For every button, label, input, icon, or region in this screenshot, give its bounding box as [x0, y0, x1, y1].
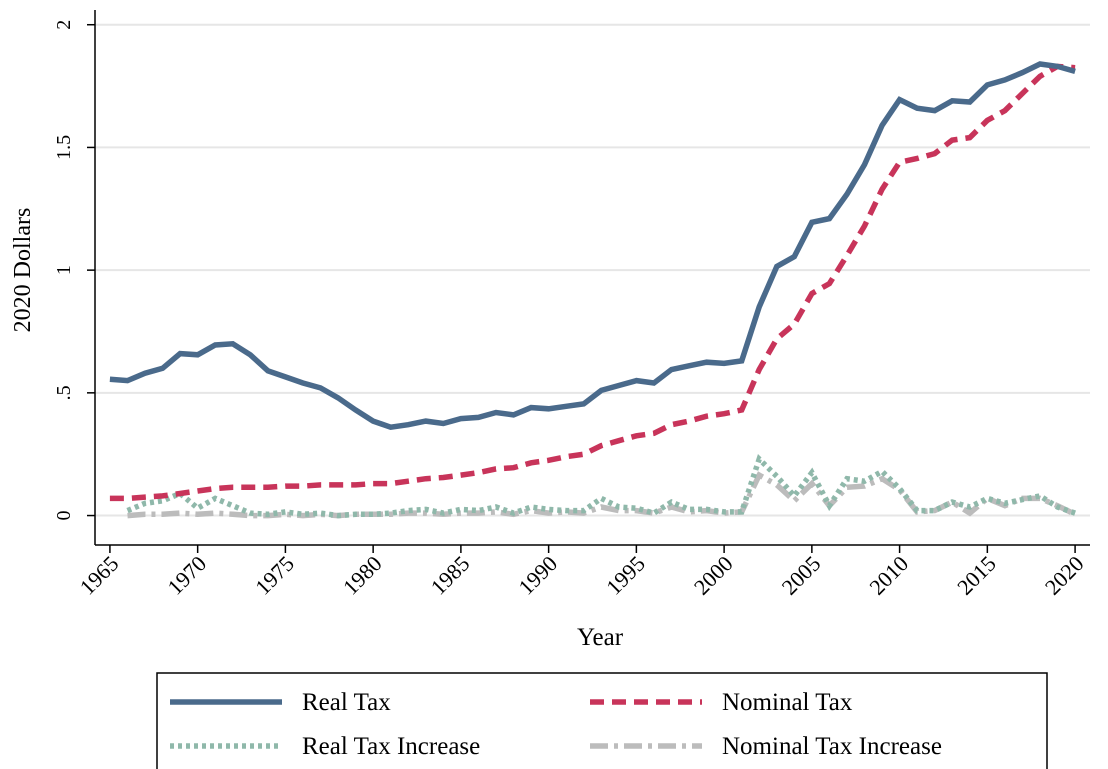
x-tick-label: 1990: [513, 551, 562, 600]
line-series: [109, 63, 1076, 502]
x-tick-label: 1985: [426, 551, 475, 600]
x-tick-label: 1965: [75, 551, 124, 600]
legend-label: Real Tax Increase: [302, 733, 480, 760]
y-tick-label: 0: [53, 511, 75, 521]
x-tick-label: 2015: [952, 551, 1001, 600]
y-axis-label: 2020 Dollars: [10, 208, 36, 333]
legend-box: [156, 672, 1048, 769]
x-tick-label: 1995: [601, 551, 650, 600]
x-tick-label: 2000: [689, 551, 738, 600]
y-tick-label: 2: [53, 20, 75, 30]
y-tick-label: .5: [53, 385, 75, 400]
x-tick-label: 1980: [338, 551, 387, 600]
x-tick-label: 2020: [1040, 551, 1089, 600]
x-tick-label: 2010: [864, 551, 913, 600]
line-series: [109, 61, 1076, 431]
legend-label: Nominal Tax: [722, 689, 853, 716]
y-tick-label: 1: [53, 265, 75, 275]
x-axis-label: Year: [577, 624, 624, 651]
x-tick-label: 2005: [777, 551, 826, 600]
x-tick-label: 1975: [250, 551, 299, 600]
x-tick-label: 1970: [162, 551, 211, 600]
line-series: [126, 454, 1077, 519]
y-tick-label: 1.5: [53, 135, 75, 160]
legend-label: Real Tax: [302, 689, 391, 716]
legend-label: Nominal Tax Increase: [722, 733, 942, 760]
